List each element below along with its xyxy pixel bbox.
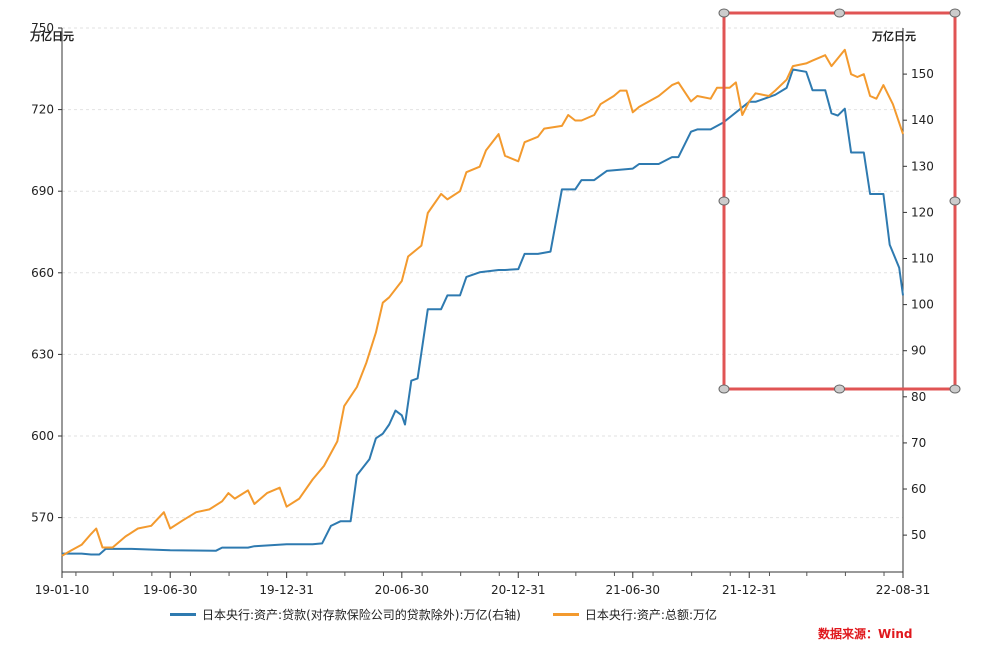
right-tick-label-100: 100 [911,298,934,312]
legend-label-loans: 日本央行:资产:贷款(对存款保险公司的贷款除外):万亿(右轴) [202,608,521,622]
right-tick-label-90: 90 [911,344,926,358]
x-tick-label-21-06-30: 21-06-30 [606,583,660,597]
legend-swatch-loans [170,613,196,616]
right-tick-label-150: 150 [911,67,934,81]
resize-handle[interactable] [718,384,730,394]
resize-handle[interactable] [949,196,961,206]
legend-item-loans: 日本央行:资产:贷款(对存款保险公司的贷款除外):万亿(右轴) [170,606,521,623]
resize-handle[interactable] [949,384,961,394]
right-tick-label-70: 70 [911,436,926,450]
resize-handle[interactable] [834,8,845,18]
right-axis-unit: 万亿日元 [872,30,916,43]
left-tick-label-750: 750 [31,21,54,35]
x-tick-label-20-06-30: 20-06-30 [375,583,429,597]
legend: 日本央行:资产:贷款(对存款保险公司的贷款除外):万亿(右轴) 日本央行:资产:… [170,606,741,623]
left-tick-label-690: 690 [31,184,54,198]
data-source: 数据来源：Wind [818,627,913,641]
legend-item-total: 日本央行:资产:总额:万亿 [552,606,717,623]
resize-handle[interactable] [718,8,730,18]
resize-handle[interactable] [949,8,961,18]
x-tick-label-19-06-30: 19-06-30 [143,583,197,597]
left-tick-label-660: 660 [31,266,54,280]
legend-swatch-total [552,613,579,616]
resize-handle[interactable] [718,196,730,206]
right-tick-label-60: 60 [911,482,926,496]
x-tick-label-22-08-31: 22-08-31 [876,583,930,597]
x-tick-label-20-12-31: 20-12-31 [491,583,545,597]
series-line-total [61,48,904,557]
right-tick-label-130: 130 [911,159,934,173]
right-tick-label-120: 120 [911,205,934,219]
right-tick-label-110: 110 [911,252,934,266]
left-tick-label-570: 570 [31,511,54,525]
left-axis-unit: 万亿日元 [30,30,74,43]
legend-label-total: 日本央行:资产:总额:万亿 [584,608,717,622]
x-tick-label-19-12-31: 19-12-31 [259,583,313,597]
x-tick-label-19-01-10: 19-01-10 [35,583,89,597]
x-tick-label-21-12-31: 21-12-31 [722,583,776,597]
series-line-loans [62,68,904,556]
left-tick-label-630: 630 [31,347,54,361]
resize-handle[interactable] [834,384,845,394]
right-tick-label-140: 140 [911,113,934,127]
left-tick-label-600: 600 [31,429,54,443]
right-tick-label-50: 50 [911,528,926,542]
left-tick-label-720: 720 [31,103,54,117]
right-tick-label-80: 80 [911,390,926,404]
